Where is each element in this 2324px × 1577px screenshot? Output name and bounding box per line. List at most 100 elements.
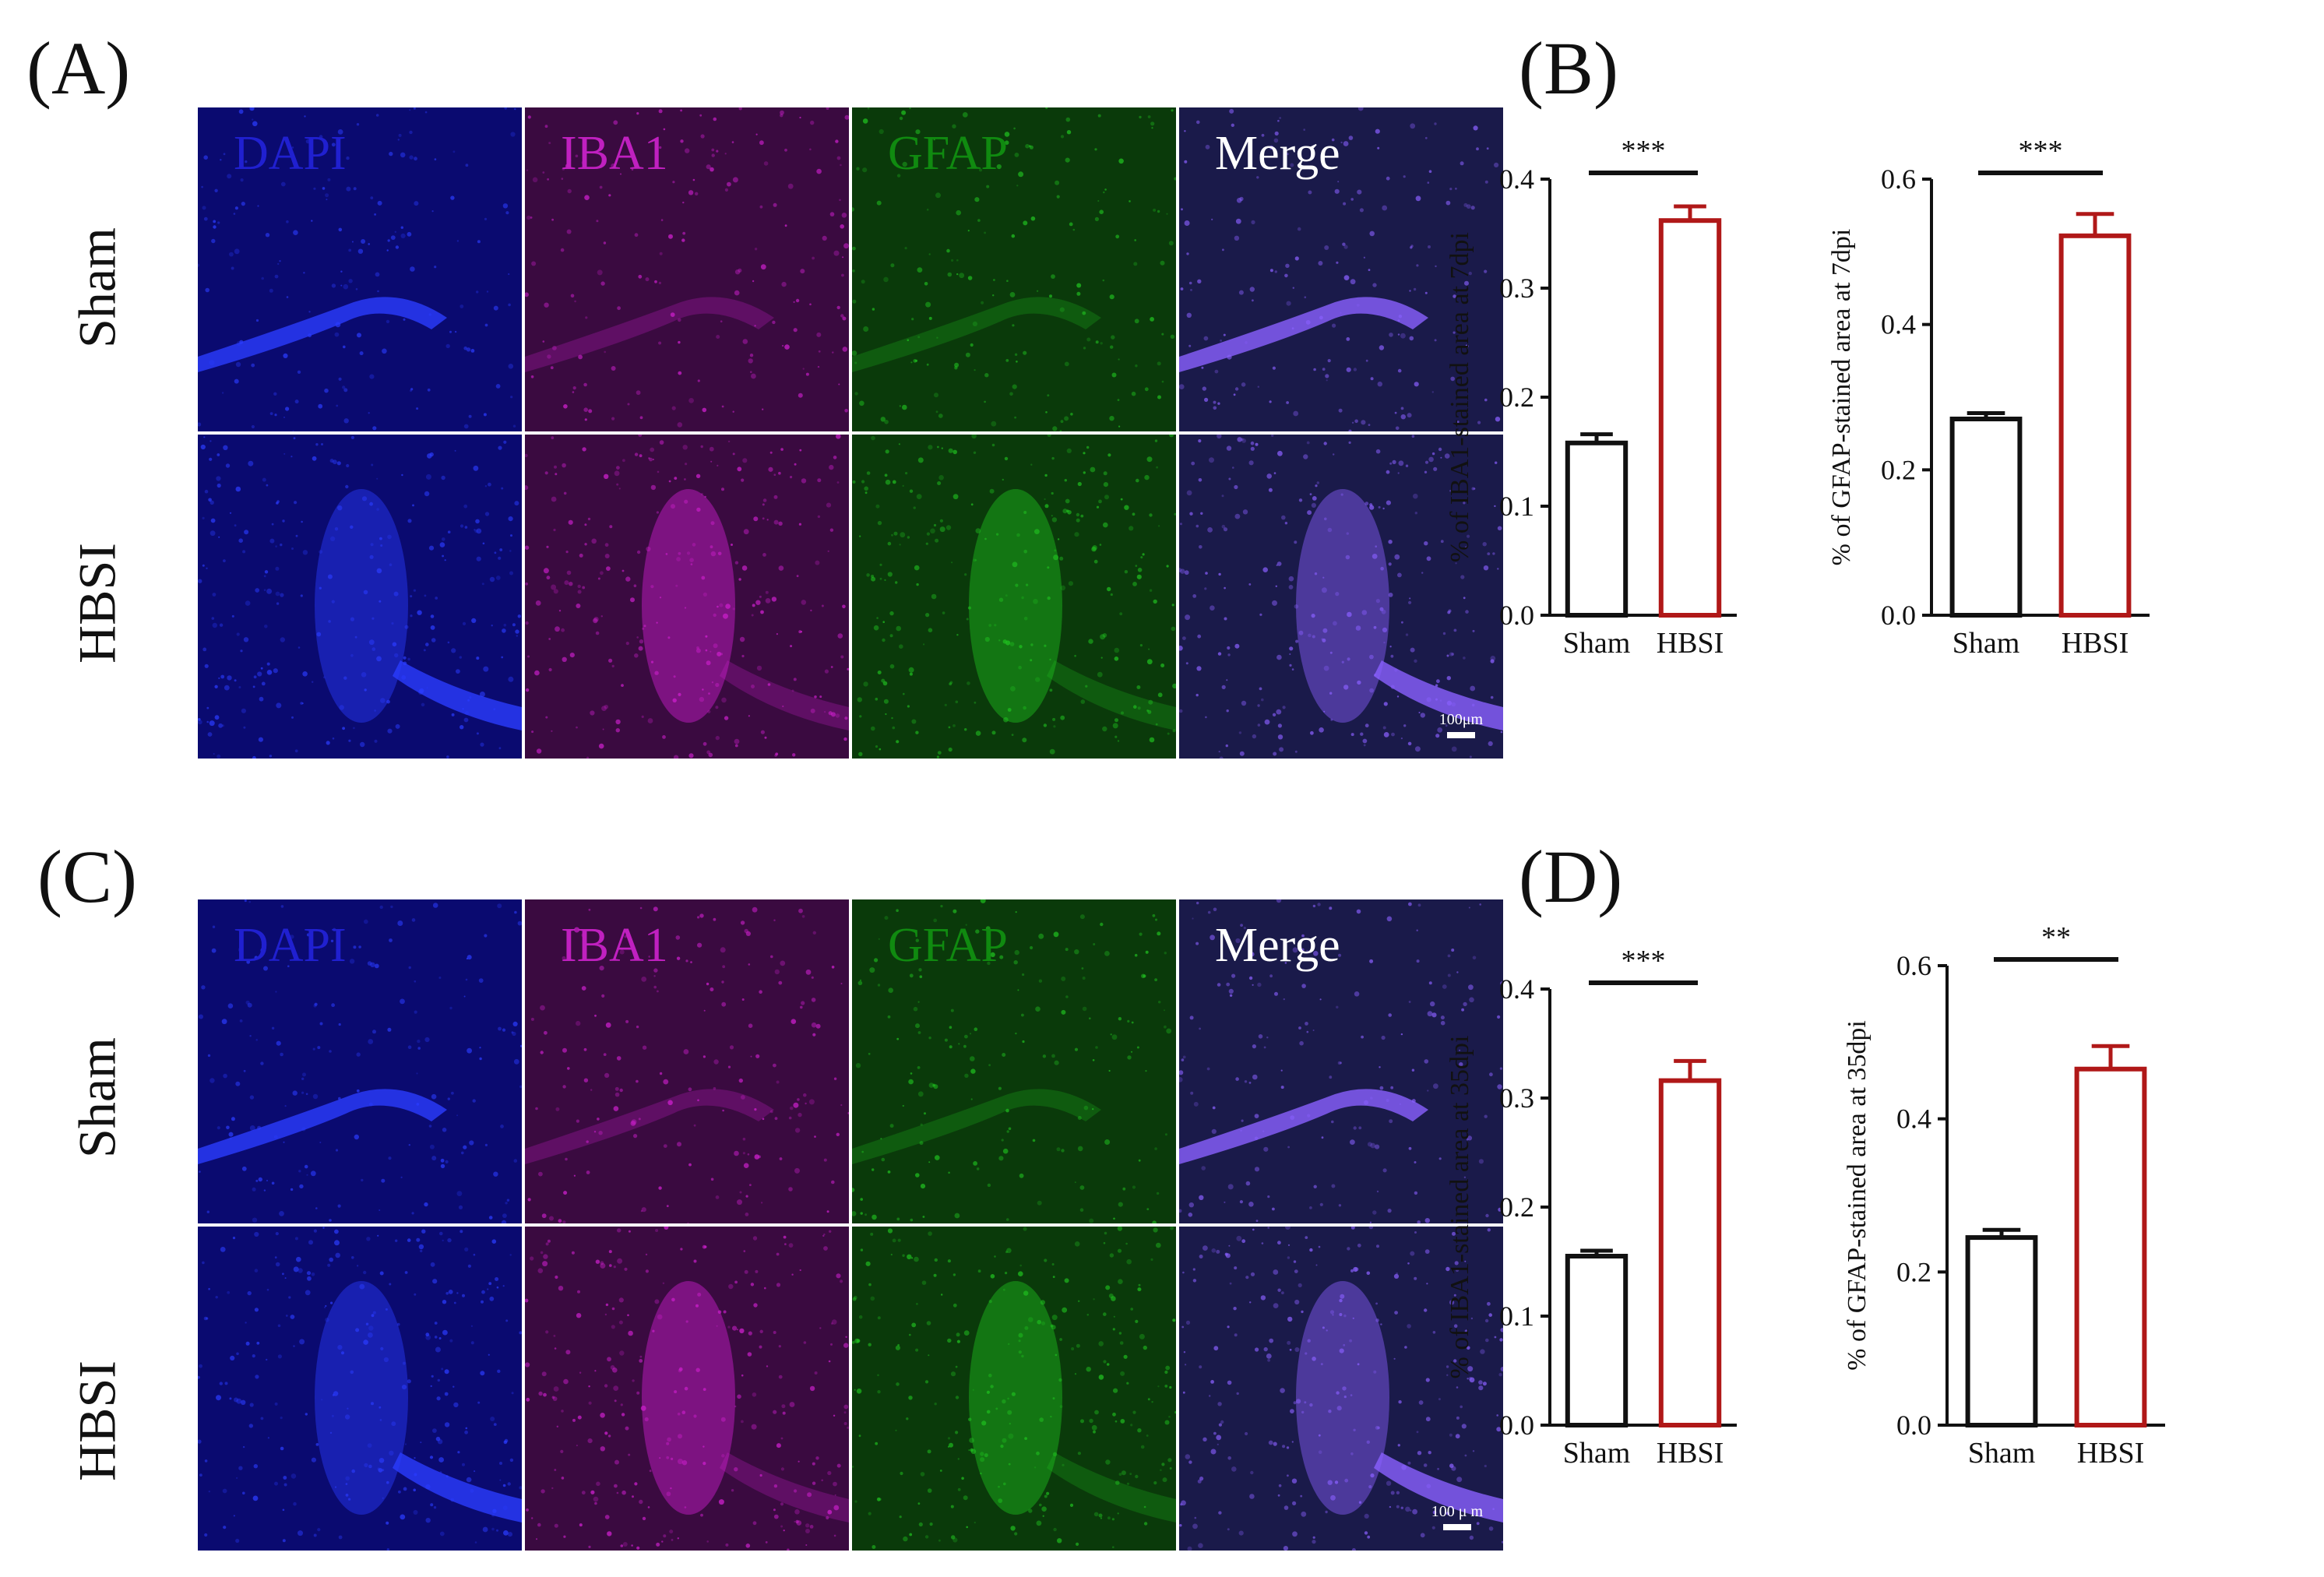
y-axis-label: % of GFAP-stained area at 35dpi: [1843, 1020, 1872, 1371]
x-tick-label: HBSI: [1657, 1437, 1724, 1470]
micrograph-hbsi-gfap: [852, 435, 1176, 759]
y-tick-label: 0.0: [1499, 600, 1534, 631]
channel-label-merge: Merge: [1215, 127, 1340, 180]
panel-label-c: (C): [37, 835, 137, 918]
scale-bar-line: [1446, 732, 1475, 738]
scale-bar: 100μm: [1439, 711, 1483, 738]
micrograph-sham-iba1: IBA1: [525, 899, 849, 1223]
bar-hbsi: [2074, 1066, 2147, 1427]
bar-chart-gfap-35dpi: 0.0 0.2 0.4 0.6 % of GFAP-stained area at 35…: [1843, 921, 2165, 1470]
y-tick-label: 0.4: [1499, 164, 1534, 195]
bar-sham: [1565, 1254, 1629, 1427]
y-tick-label: 0.3: [1499, 273, 1534, 304]
tissue-texture: [1179, 899, 1503, 1223]
y-tick-label: 0.2: [1499, 1192, 1534, 1223]
bar-hbsi: [1658, 218, 1722, 618]
channel-label-merge: Merge: [1215, 919, 1340, 972]
tissue-texture: [198, 899, 522, 1223]
tissue-texture: [852, 435, 1176, 759]
x-tick-label: HBSI: [1657, 627, 1724, 660]
tissue-texture: [525, 107, 849, 428]
significance-marker: **: [2041, 921, 2071, 954]
y-tick-label: 0.3: [1499, 1082, 1534, 1114]
tissue-texture: [198, 107, 516, 431]
bar-chart-gfap-7dpi: 0.0 0.2 0.4 0.6 % of GFAP-stained area at 7d…: [1827, 135, 2150, 660]
significance-marker: ***: [2019, 135, 2063, 167]
micrograph-hbsi-iba1: [525, 1227, 849, 1551]
y-tick-label: 0.4: [1499, 973, 1534, 1005]
tissue-texture: [852, 1227, 1176, 1549]
micrograph-hbsi-gfap: [852, 1227, 1176, 1551]
bar-chart-iba1-7dpi: 0.0 0.1 0.2 0.3 0.4 % of IBA1-stained area at…: [1445, 135, 1737, 660]
y-tick-label: 0.6: [1896, 950, 1931, 981]
micrograph-sham-merge: Merge: [1179, 899, 1503, 1223]
row-label-hbsi-a: HBSI: [67, 543, 127, 664]
y-axis-label: % of IBA1-stained area at 7dpi: [1445, 232, 1474, 562]
tissue-texture: [852, 107, 1176, 431]
row-label-sham-a: Sham: [67, 227, 127, 348]
micrograph-hbsi-dapi: [198, 435, 522, 759]
micrograph-hbsi-iba1: [525, 435, 849, 759]
y-tick-label: 0.2: [1896, 1256, 1931, 1287]
scale-bar-label: 100 μ m: [1431, 1503, 1483, 1520]
y-tick-label: 0.0: [1499, 1410, 1534, 1441]
micrograph-sham-iba1: IBA1: [525, 107, 849, 431]
y-tick-label: 0.4: [1896, 1104, 1931, 1135]
micrograph-sham-dapi: DAPI: [198, 899, 522, 1223]
bar-sham: [1565, 440, 1629, 618]
tissue-texture: [1179, 435, 1503, 759]
panel-label-b: (B): [1519, 26, 1618, 110]
scale-bar: 100 μ m: [1431, 1503, 1483, 1530]
scale-bar-label: 100μm: [1438, 711, 1483, 728]
micrograph-hbsi-dapi: [198, 1227, 522, 1551]
tissue-texture: [525, 435, 849, 759]
tissue-texture: [198, 435, 522, 759]
scale-bar-line: [1442, 1524, 1471, 1530]
x-tick-label: Sham: [1953, 627, 2020, 660]
significance-marker: ***: [1622, 945, 1666, 977]
significance-marker: ***: [1622, 135, 1666, 167]
y-tick-label: 0.2: [1881, 454, 1916, 485]
channel-label-gfap: GFAP: [888, 919, 1008, 972]
channel-label-iba1: IBA1: [561, 127, 668, 180]
channel-label-dapi: DAPI: [234, 919, 347, 972]
y-tick-label: 0.6: [1881, 164, 1916, 195]
tissue-texture: [1179, 1227, 1503, 1551]
micrograph-sham-dapi: DAPI: [198, 107, 522, 431]
micrograph-hbsi-merge: 100 μ m: [1179, 1227, 1503, 1551]
channel-label-iba1: IBA1: [561, 919, 668, 972]
row-label-sham-c: Sham: [67, 1037, 127, 1158]
tissue-texture: [852, 899, 1172, 1223]
panel-label-a: (A): [26, 26, 131, 110]
y-tick-label: 0.1: [1499, 1301, 1534, 1332]
micrograph-hbsi-merge: 100μm: [1179, 435, 1503, 759]
bar-hbsi: [1658, 1078, 1722, 1427]
channel-label-gfap: GFAP: [888, 127, 1008, 180]
tissue-texture: [525, 1227, 849, 1551]
micrograph-sham-gfap: GFAP: [852, 899, 1176, 1223]
y-tick-label: 0.4: [1881, 309, 1916, 340]
micrograph-sham-merge: Merge: [1179, 107, 1503, 431]
bar-sham: [1949, 417, 2023, 618]
bar-sham: [1965, 1235, 2038, 1428]
y-tick-label: 0.2: [1499, 382, 1534, 413]
x-tick-label: HBSI: [2077, 1437, 2145, 1470]
channel-label-dapi: DAPI: [234, 127, 347, 180]
bar-hbsi: [2058, 233, 2132, 618]
y-axis-label: % of IBA1-stained area at 35dpi: [1445, 1036, 1474, 1379]
tissue-texture: [525, 906, 849, 1223]
x-tick-label: HBSI: [2062, 627, 2129, 660]
tissue-texture: [198, 1227, 522, 1551]
y-tick-label: 0.1: [1499, 491, 1534, 522]
y-axis-label: % of GFAP-stained area at 7dpi: [1827, 229, 1856, 566]
micrograph-sham-gfap: GFAP: [852, 107, 1176, 431]
x-tick-label: Sham: [1968, 1437, 2036, 1470]
x-tick-label: Sham: [1563, 627, 1631, 660]
row-label-hbsi-c: HBSI: [67, 1361, 127, 1481]
tissue-texture: [1179, 107, 1501, 431]
y-tick-label: 0.0: [1881, 600, 1916, 631]
x-tick-label: Sham: [1563, 1437, 1631, 1470]
panel-label-d: (D): [1519, 835, 1623, 918]
y-tick-label: 0.0: [1896, 1410, 1931, 1441]
bar-chart-iba1-35dpi: 0.0 0.1 0.2 0.3 0.4 % of IBA1-stained area at…: [1445, 945, 1737, 1470]
